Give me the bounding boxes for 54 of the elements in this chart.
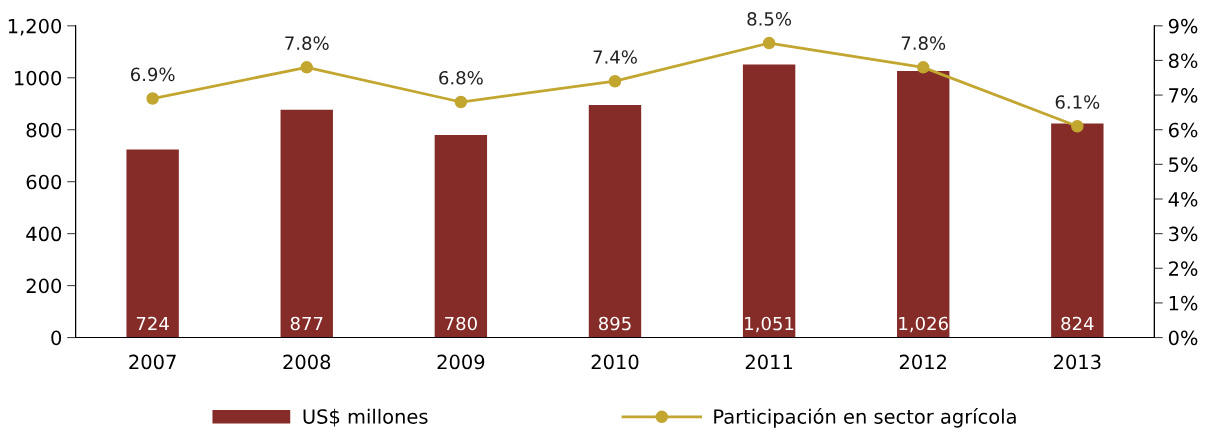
data-label: 6.1% — [1055, 95, 1100, 109]
y-tick-label: 400 — [26, 226, 62, 242]
x-tick-label: 2011 — [745, 354, 793, 370]
data-label: 895 — [598, 316, 631, 331]
data-label: 7.4% — [593, 50, 637, 64]
x-tick-label: 2008 — [283, 354, 331, 370]
point — [1071, 120, 1084, 133]
bar — [897, 71, 950, 338]
data-label: 6.9% — [130, 67, 175, 82]
point — [454, 95, 468, 109]
y-tick-label: 200 — [26, 278, 62, 294]
y2-tick-label: 2% — [1169, 261, 1198, 276]
y-tick-label: 0 — [51, 330, 62, 346]
x-tick-label: 2010 — [591, 354, 639, 370]
x-tick-label: 2012 — [899, 354, 947, 370]
y2-tick-label: 4% — [1168, 191, 1198, 207]
data-label: 780 — [445, 316, 477, 331]
data-label: 7.8% — [901, 36, 946, 50]
y2-tick-label: 9% — [1168, 18, 1198, 34]
x-tick-label: 2013 — [1054, 354, 1101, 370]
x-tick-label: 2007 — [129, 354, 176, 370]
y2-tick-label: 0% — [1168, 330, 1198, 346]
bar — [126, 149, 179, 338]
bar — [434, 134, 488, 338]
y-tick-label: 1,200 — [8, 18, 62, 36]
bar — [1051, 123, 1104, 338]
legend-label: Participación en sector agrícola — [714, 408, 1016, 428]
y2-tick-label: 1% — [1169, 295, 1198, 311]
y2-tick-label: 6% — [1168, 122, 1198, 138]
point — [608, 74, 622, 88]
point — [916, 61, 930, 74]
y-tick-label: 600 — [26, 174, 62, 190]
point — [300, 61, 314, 74]
data-label: 1,026 — [899, 316, 948, 333]
data-label: 1,051 — [745, 316, 794, 333]
y-tick-label: 800 — [26, 122, 62, 138]
data-label: 824 — [1061, 316, 1094, 331]
bar — [588, 105, 642, 338]
y2-tick-label: 5% — [1169, 157, 1198, 173]
data-label: 877 — [290, 316, 323, 331]
y2-tick-label: 8% — [1168, 53, 1198, 69]
y-tick-label: 1000 — [15, 70, 62, 86]
point — [762, 36, 776, 50]
data-label: 724 — [136, 316, 169, 331]
y2-tick-label: 3% — [1169, 226, 1198, 242]
data-label: 6.8% — [439, 70, 483, 85]
y2-tick-label: 7% — [1169, 88, 1198, 103]
bar — [742, 64, 796, 338]
data-label: 7.8% — [285, 36, 329, 50]
bar — [280, 109, 333, 338]
data-label: 8.5% — [747, 12, 792, 26]
x-tick-label: 2009 — [437, 354, 485, 370]
point — [146, 92, 159, 105]
legend-label: US$ millones — [303, 408, 428, 427]
